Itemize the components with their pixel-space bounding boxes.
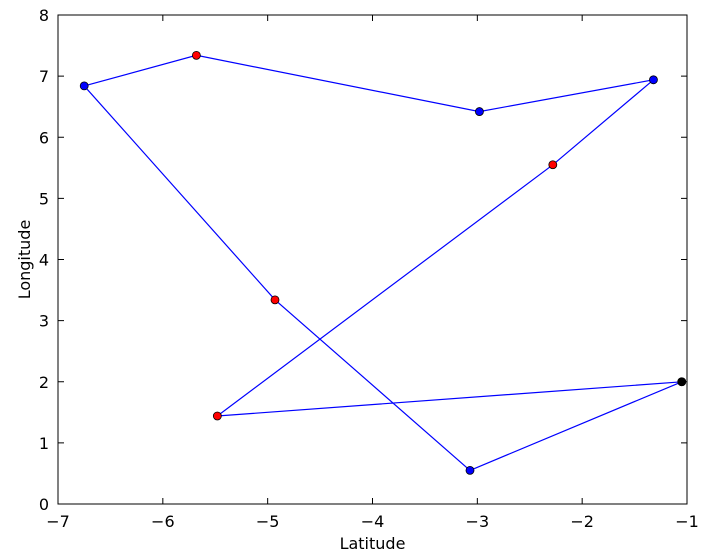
data-point xyxy=(649,75,658,85)
plot-frame xyxy=(57,14,688,505)
y-tick-label: 8 xyxy=(39,6,49,25)
y-tick-label: 3 xyxy=(39,312,49,331)
data-point xyxy=(677,377,687,387)
y-tick-label: 0 xyxy=(39,495,49,514)
y-axis-ticks: 0 1 2 3 4 5 6 7 8 xyxy=(39,6,687,514)
y-tick-label: 4 xyxy=(39,251,49,270)
x-tick-label: −5 xyxy=(256,512,280,531)
plot-area xyxy=(58,15,687,504)
data-point xyxy=(270,295,280,305)
data-point xyxy=(465,465,475,475)
x-tick-label: −1 xyxy=(675,512,699,531)
y-tick-label: 1 xyxy=(39,434,49,453)
series-line xyxy=(83,54,683,472)
x-tick-label: −4 xyxy=(361,512,385,531)
series-points-group xyxy=(79,50,687,475)
y-tick-label: 2 xyxy=(39,373,49,392)
x-tick-label: −2 xyxy=(570,512,594,531)
data-point xyxy=(212,411,222,421)
y-tick-label: 7 xyxy=(39,67,49,86)
data-point xyxy=(79,81,89,91)
x-tick-label: −7 xyxy=(46,512,70,531)
y-axis-label: Longitude xyxy=(15,220,34,300)
y-tick-label: 6 xyxy=(39,128,49,147)
y-tick-label: 5 xyxy=(39,189,49,208)
series-line-group xyxy=(83,54,683,472)
x-tick-label: −3 xyxy=(466,512,490,531)
data-point xyxy=(475,107,484,116)
data-point xyxy=(191,50,201,60)
x-axis-label: Latitude xyxy=(340,534,406,553)
x-tick-label: −6 xyxy=(151,512,175,531)
data-point xyxy=(548,160,558,170)
